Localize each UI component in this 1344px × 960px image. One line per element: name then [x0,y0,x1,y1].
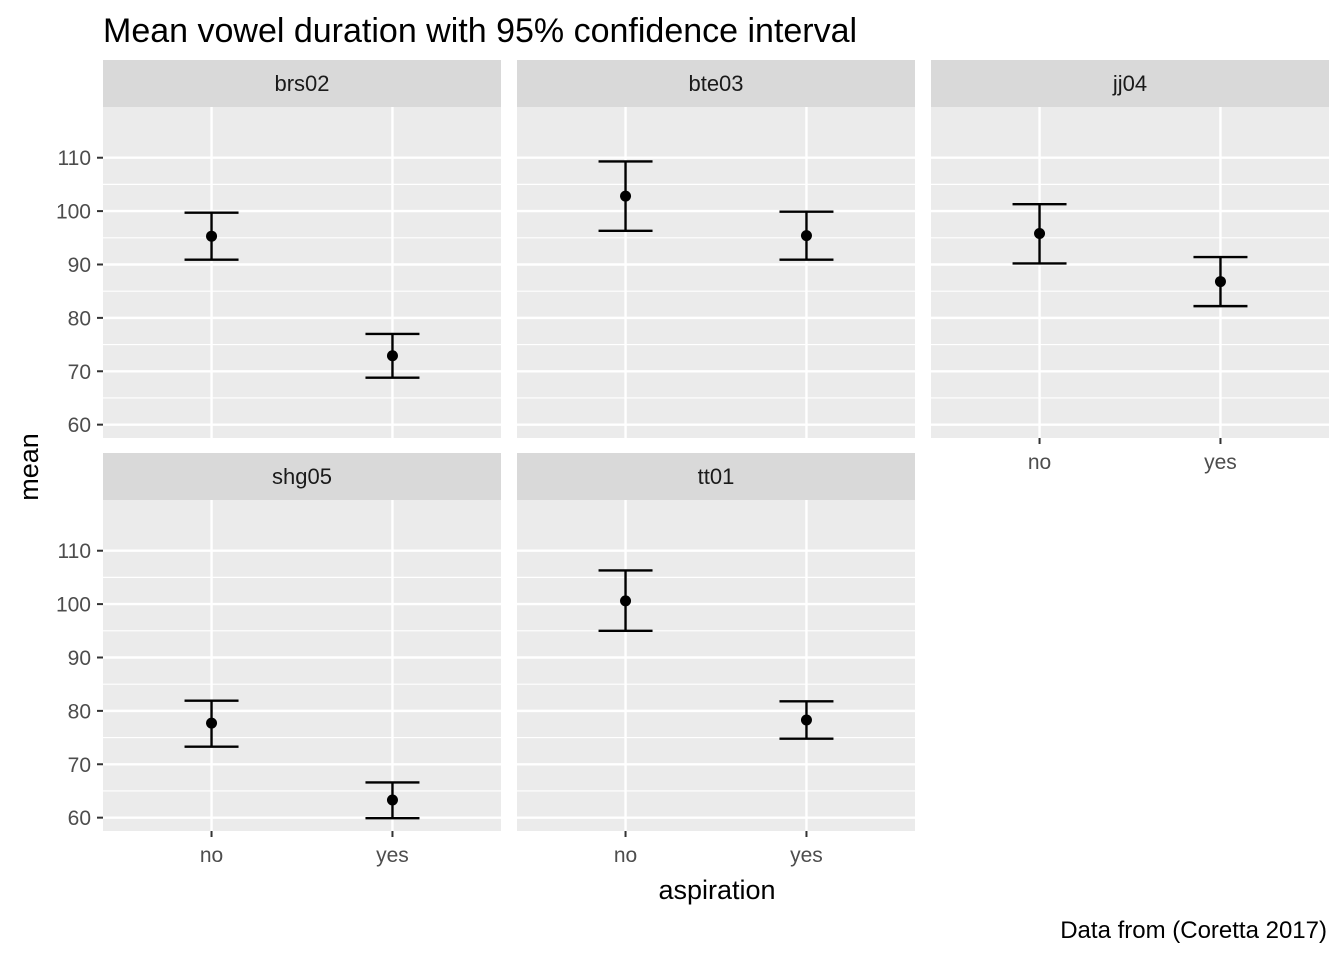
facet-panels: brs02 60 70 80 90 100 110 bte03 jj04 no yes shg05 60… [56,60,1329,867]
panel-background [517,500,915,831]
x-axis-title: aspiration [658,875,775,905]
facet-strip-label: tt01 [698,464,735,489]
y-tick-label: 90 [68,647,91,670]
mean-point [800,714,812,726]
y-axis-title: mean [14,433,44,501]
mean-point [800,230,812,242]
y-tick-label: 100 [56,594,91,617]
facet-strip [517,60,915,107]
mean-point [206,717,218,729]
mean-point [620,190,632,202]
y-tick-label: 60 [68,807,91,830]
x-tick-label: yes [790,844,823,867]
facet-bte03: bte03 [517,60,915,438]
panel-background [103,107,501,438]
y-tick-label: 100 [56,201,91,224]
x-tick-label: yes [1204,451,1237,474]
y-tick-label: 70 [68,361,91,384]
y-tick-label: 110 [58,147,91,170]
facet-tt01: tt01 no yes [517,453,915,867]
chart-title: Mean vowel duration with 95% confidence … [103,12,857,50]
y-tick-label: 70 [68,754,91,777]
mean-point [1214,276,1226,288]
x-tick-label: no [200,844,223,867]
x-tick-label: no [1028,451,1051,474]
mean-point [620,595,632,607]
y-tick-label: 80 [68,700,91,723]
facet-strip-label: shg05 [272,464,332,489]
y-tick-label: 110 [58,540,91,563]
facet-shg05: shg05 60 70 80 90 100 110 no yes [56,453,501,867]
mean-point [206,230,218,242]
y-tick-label: 60 [68,414,91,437]
panel-background [517,107,915,438]
facet-strip [931,60,1329,107]
y-tick-label: 80 [68,307,91,330]
facet-brs02: brs02 60 70 80 90 100 110 [56,60,501,438]
facet-strip [103,453,501,500]
facet-strip [517,453,915,500]
x-tick-label: no [614,844,637,867]
panel-background [931,107,1329,438]
facet-strip-label: jj04 [1112,71,1147,96]
x-tick-label: yes [376,844,409,867]
mean-point [386,350,398,362]
chart-caption: Data from (Coretta 2017) [1060,917,1327,944]
facet-strip-label: bte03 [688,71,743,96]
y-tick-label: 90 [68,254,91,277]
facet-strip-label: brs02 [274,71,329,96]
mean-point [1034,228,1046,240]
facet-strip [103,60,501,107]
mean-point [386,794,398,806]
facet-jj04: jj04 no yes [931,60,1329,474]
panel-background [103,500,501,831]
